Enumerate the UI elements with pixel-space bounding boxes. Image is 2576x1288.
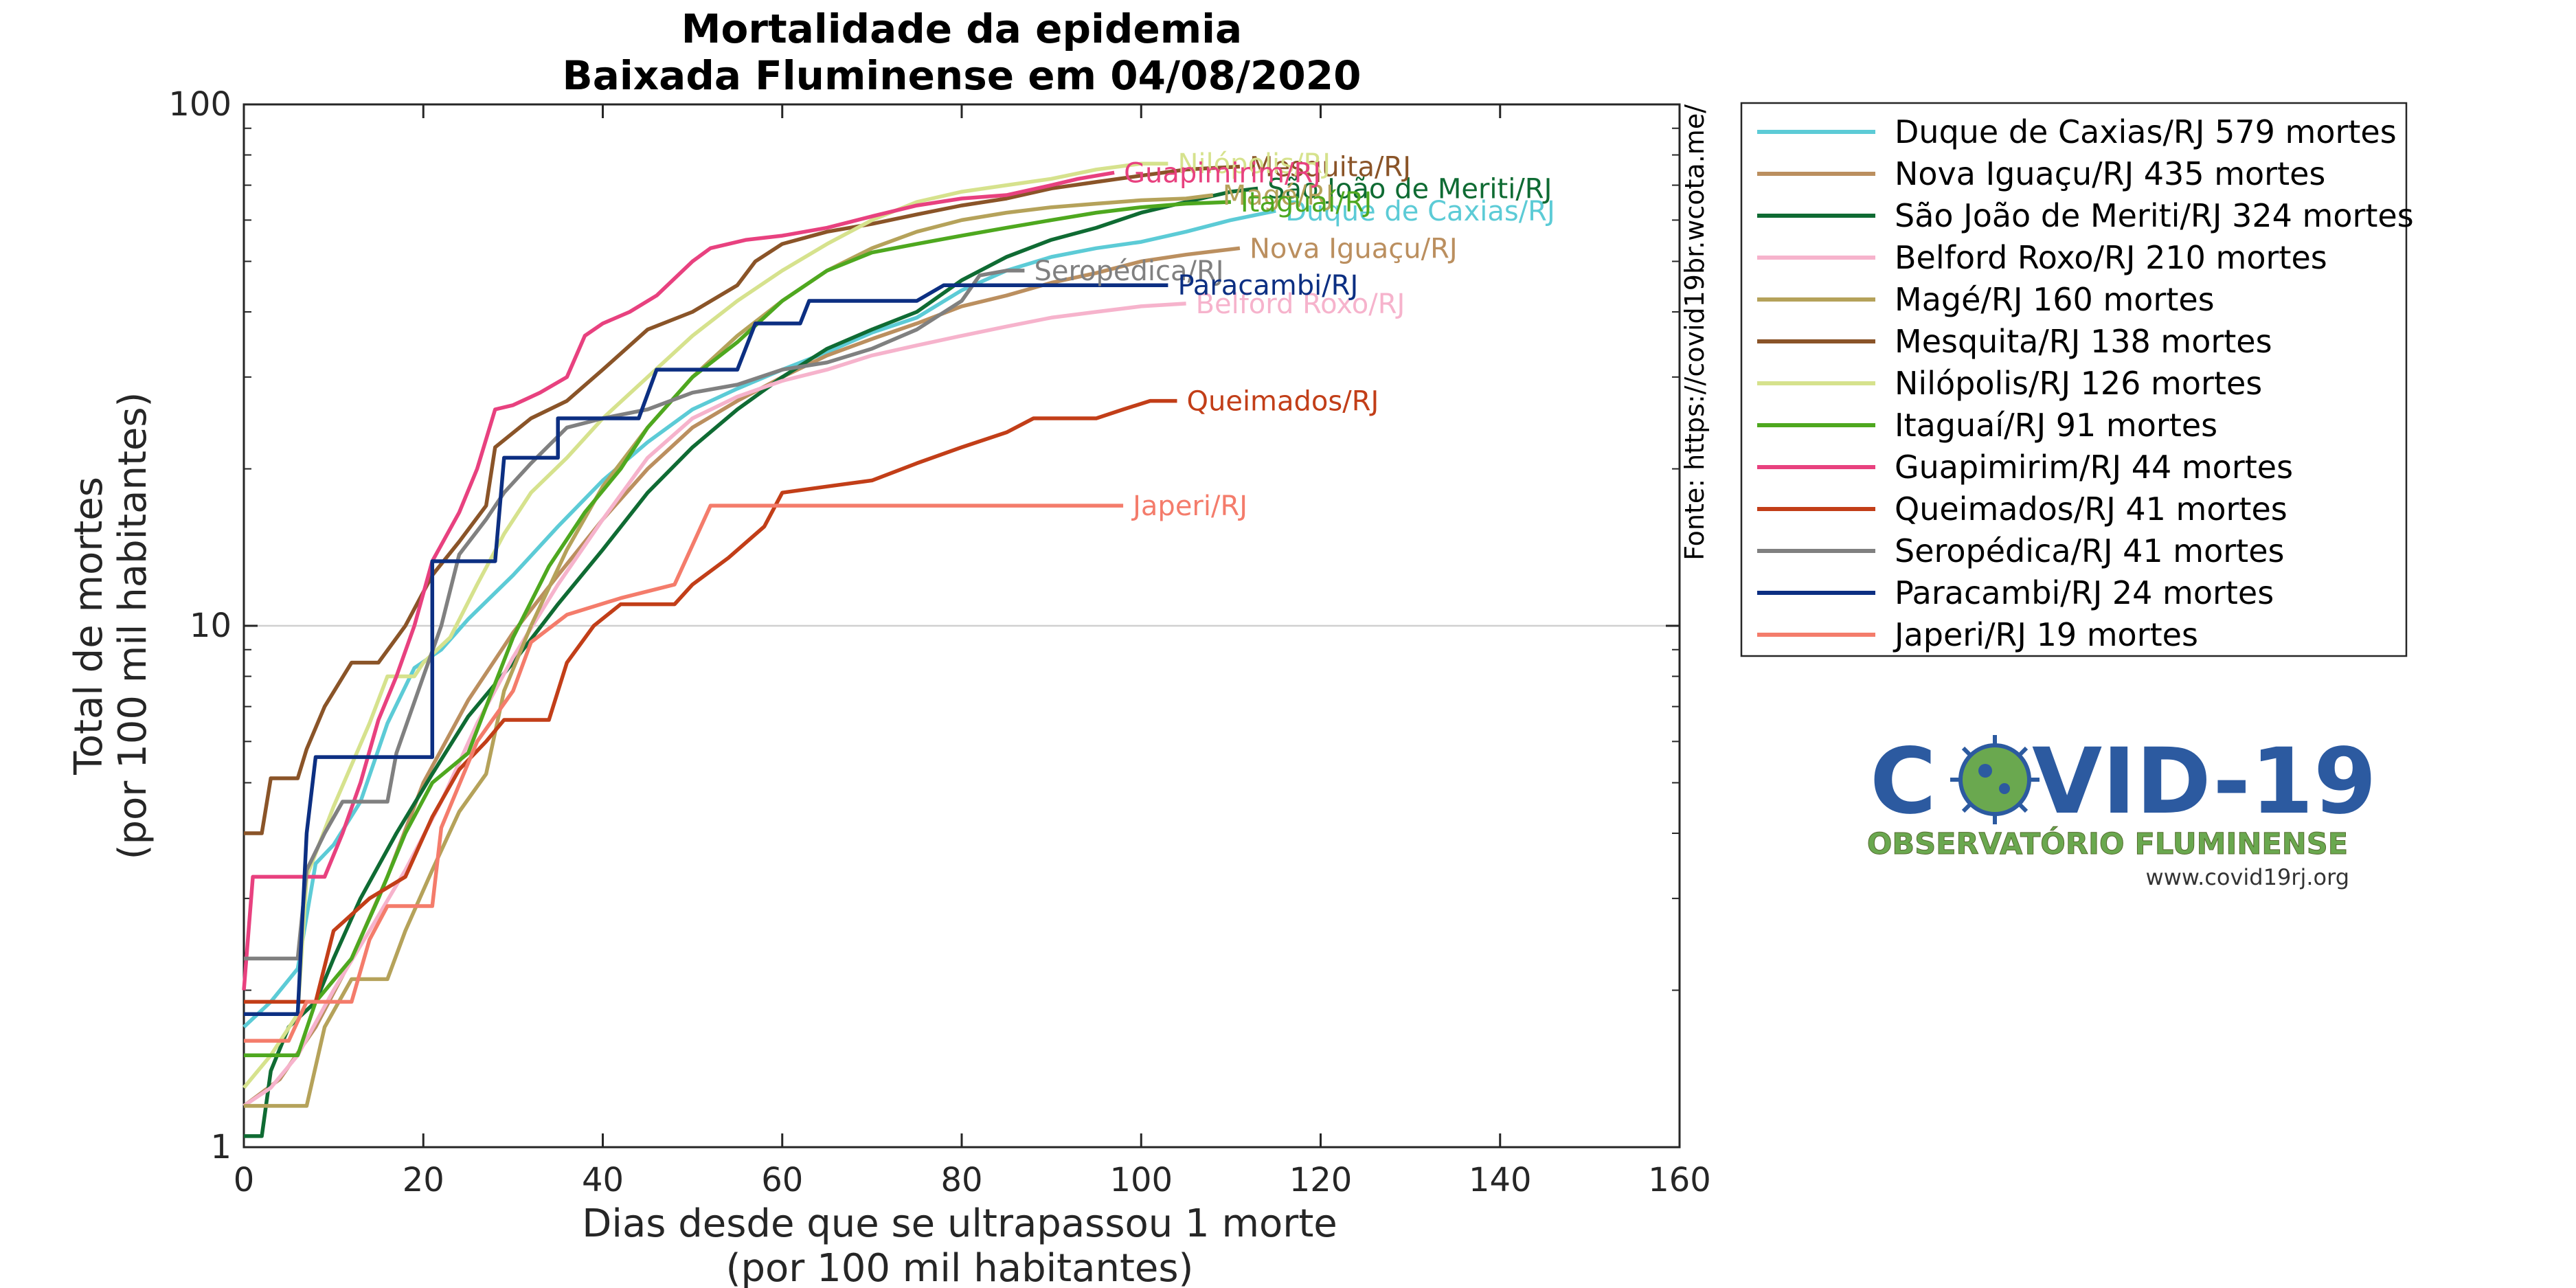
y-axis-ticks: 1 10 100 (168, 85, 1680, 1166)
legend-label-paracambi-rj: Paracambi/RJ 24 mortes (1895, 574, 2274, 611)
series-line-paracambi-rj (244, 283, 1168, 1016)
end-label-guapimirim-rj: Guapimirim/RJ (1124, 157, 1321, 189)
logo-letter-c: C (1870, 729, 1936, 835)
legend-label-queimados-rj: Queimados/RJ 41 mortes (1895, 490, 2287, 528)
series-line-mesquita-rj (244, 164, 1241, 835)
end-label-sao-joao-de-meriti-rj: São João de Meriti/RJ (1267, 173, 1552, 205)
chart-title-line-1: Mortalidade da epidemia (681, 5, 1242, 52)
x-axis-label-line-1: Dias desde que se ultrapassou 1 morte (582, 1201, 1337, 1246)
x-tick-label: 160 (1648, 1161, 1711, 1199)
series-line-itaguai-rj (244, 200, 1232, 1058)
legend-label-belford-roxo-rj: Belford Roxo/RJ 210 mortes (1895, 239, 2327, 276)
x-tick-label: 140 (1469, 1161, 1532, 1199)
end-label-nilopolis-rj: Nilópolis/RJ (1177, 148, 1331, 180)
legend-label-mesquita-rj: Mesquita/RJ 138 mortes (1895, 323, 2272, 360)
x-tick-label: 100 (1109, 1161, 1173, 1199)
legend-label-nova-iguacu-rj: Nova Iguaçu/RJ 435 mortes (1895, 155, 2325, 192)
x-tick-label: 0 (234, 1161, 255, 1199)
legend-label-nilopolis-rj: Nilópolis/RJ 126 mortes (1895, 365, 2262, 402)
legend-box (1740, 102, 2408, 657)
x-axis-label-line-2: (por 100 mil habitantes) (726, 1246, 1194, 1288)
legend-label-duque-de-caxias-rj: Duque de Caxias/RJ 579 mortes (1895, 113, 2397, 150)
end-label-itaguai-rj: Itaguaí/RJ (1241, 187, 1372, 218)
y-axis-label-line-2: (por 100 mil habitantes) (111, 392, 155, 860)
end-label-japeri-rj: Japeri/RJ (1131, 490, 1247, 522)
series-end-labels: Duque de Caxias/RJ Nova Iguaçu/RJ São João… (1034, 148, 1555, 522)
end-label-mage-rj: Magé/RJ (1223, 180, 1334, 212)
virus-icon (1950, 735, 2040, 824)
series-line-sao-joao-de-meriti-rj (244, 186, 1258, 1138)
legend-label-sao-joao-de-meriti-rj: São João de Meriti/RJ 324 mortes (1895, 197, 2414, 234)
y-minor-ticks (244, 127, 1680, 991)
x-tick-label: 80 (940, 1161, 982, 1199)
end-label-seropedica-rj: Seropédica/RJ (1034, 256, 1223, 287)
logo-word-vid-19: VID-19 (2032, 729, 2377, 835)
y-axis-label-line-1: Total de mortes (67, 477, 111, 776)
legend-label-guapimirim-rj: Guapimirim/RJ 44 mortes (1895, 449, 2293, 486)
legend: Duque de Caxias/RJ 579 mortes Nova Iguaçu… (1757, 113, 2414, 653)
x-tick-label: 20 (403, 1161, 444, 1199)
logo-subtitle: OBSERVATÓRIO FLUMINENSE (1867, 826, 2348, 861)
legend-label-itaguai-rj: Itaguaí/RJ 91 mortes (1895, 407, 2217, 444)
series-line-seropedica-rj (244, 269, 1025, 961)
x-axis-ticks: 0 20 40 60 80 100 120 140 160 (234, 104, 1711, 1199)
end-label-mesquita-rj: Mesquita/RJ (1250, 151, 1411, 183)
chart-title-line-2: Baixada Fluminense em 04/08/2020 (563, 52, 1362, 99)
y-tick-label: 1 (210, 1128, 231, 1166)
end-label-duque-de-caxias-rj: Duque de Caxias/RJ (1285, 196, 1555, 227)
legend-label-mage-rj: Magé/RJ 160 mortes (1895, 281, 2215, 318)
logo-url: www.covid19rj.org (2146, 864, 2349, 890)
end-label-nova-iguacu-rj: Nova Iguaçu/RJ (1250, 233, 1458, 264)
series-line-guapimirim-rj (242, 170, 1115, 991)
y-tick-label: 10 (190, 607, 231, 645)
end-label-belford-roxo-rj: Belford Roxo/RJ (1196, 289, 1405, 320)
end-label-paracambi-rj: Paracambi/RJ (1177, 270, 1358, 302)
y-tick-label: 100 (168, 85, 231, 124)
x-tick-label: 60 (761, 1161, 803, 1199)
series-line-nilopolis-rj (242, 161, 1168, 1089)
series-line-japeri-rj (244, 504, 1124, 1043)
legend-label-japeri-rj: Japeri/RJ 19 mortes (1893, 616, 2198, 653)
end-label-queimados-rj: Queimados/RJ (1187, 386, 1379, 418)
legend-label-seropedica-rj: Seropédica/RJ 41 mortes (1895, 532, 2284, 569)
series-line-belford-roxo-rj (242, 302, 1186, 1108)
series-line-queimados-rj (244, 398, 1177, 1004)
series-lines (242, 161, 1276, 1138)
source-note: Fonte: https://covid19br.wcota.me/ (1680, 104, 1710, 561)
covid-19-logo: C VID-19 OBSERVATÓRIO FLUMINENSE www.cov… (1866, 729, 2377, 890)
x-tick-label: 40 (582, 1161, 624, 1199)
x-tick-label: 120 (1289, 1161, 1353, 1199)
